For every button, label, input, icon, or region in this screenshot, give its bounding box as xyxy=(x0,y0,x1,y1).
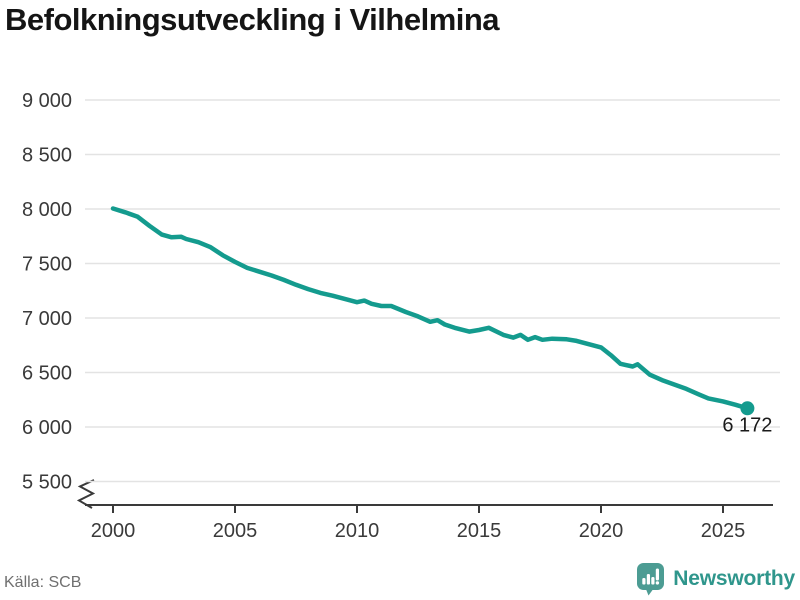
y-tick-label: 5 500 xyxy=(22,472,72,494)
newsworthy-logo-text: Newsworthy xyxy=(673,567,795,590)
y-tick-label: 6 000 xyxy=(22,417,72,439)
y-axis-break-icon xyxy=(76,479,96,509)
population-line xyxy=(110,206,750,411)
latest-value-label: 6 172 xyxy=(722,414,772,436)
source-note: Källa: SCB xyxy=(4,574,82,591)
y-tick-label: 7 500 xyxy=(22,254,72,276)
y-tick-label: 9 000 xyxy=(22,90,72,112)
y-tick-label: 8 000 xyxy=(22,199,72,221)
x-tick-label: 2005 xyxy=(213,520,258,542)
newsworthy-logo[interactable]: Newsworthy xyxy=(636,562,795,596)
x-tick-label: 2015 xyxy=(457,520,502,542)
x-tick-label: 2020 xyxy=(579,520,624,542)
x-tick-label: 2000 xyxy=(91,520,136,542)
y-tick-label: 6 500 xyxy=(22,363,72,385)
newsworthy-bubble-chart-icon xyxy=(637,563,665,596)
x-tick-label: 2010 xyxy=(335,520,380,542)
latest-point-dot xyxy=(740,401,755,416)
x-tick-label: 2025 xyxy=(701,520,746,542)
page-title: Befolkningsutveckling i Vilhelmina xyxy=(5,2,500,37)
y-tick-label: 7 000 xyxy=(22,308,72,330)
y-tick-label: 8 500 xyxy=(22,145,72,167)
